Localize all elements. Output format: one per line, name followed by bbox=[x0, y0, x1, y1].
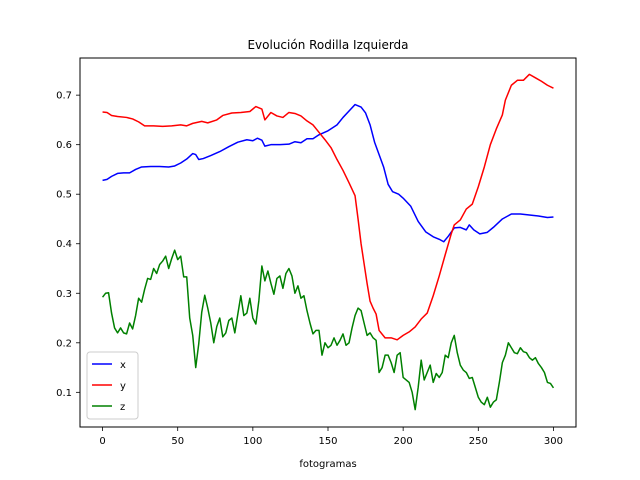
y-tick-label: 0.6 bbox=[56, 140, 72, 151]
series-line-y bbox=[102, 73, 554, 341]
legend-label-y: y bbox=[120, 381, 126, 392]
y-tick-label: 0.5 bbox=[56, 190, 72, 201]
legend-label-x: x bbox=[120, 360, 126, 371]
legend-label-z: z bbox=[120, 402, 125, 413]
x-tick-label: 150 bbox=[318, 436, 337, 447]
plot-series bbox=[101, 73, 555, 411]
x-tick-label: 0 bbox=[99, 436, 105, 447]
legend-box bbox=[86, 351, 139, 420]
x-axis: 0 50 100 150 200 250 300 bbox=[99, 427, 563, 447]
y-tick-label: 0.7 bbox=[56, 91, 72, 102]
y-tick-label: 0.2 bbox=[56, 338, 72, 349]
series-line-z bbox=[101, 249, 555, 411]
x-tick-label: 250 bbox=[469, 436, 488, 447]
x-tick-label: 300 bbox=[544, 436, 563, 447]
x-tick-label: 100 bbox=[243, 436, 262, 447]
chart-title: Evolución Rodilla Izquierda bbox=[247, 38, 408, 52]
series-line-x bbox=[102, 103, 554, 243]
y-tick-label: 0.3 bbox=[56, 289, 72, 300]
legend: xyz bbox=[86, 351, 139, 420]
x-tick-label: 50 bbox=[171, 436, 184, 447]
y-tick-label: 0.4 bbox=[56, 239, 72, 250]
y-tick-label: 0.1 bbox=[56, 388, 72, 399]
x-tick-label: 200 bbox=[394, 436, 413, 447]
y-axis: 0.1 0.2 0.3 0.4 0.5 0.6 0.7 bbox=[56, 91, 80, 399]
x-axis-label: fotogramas bbox=[299, 459, 356, 470]
